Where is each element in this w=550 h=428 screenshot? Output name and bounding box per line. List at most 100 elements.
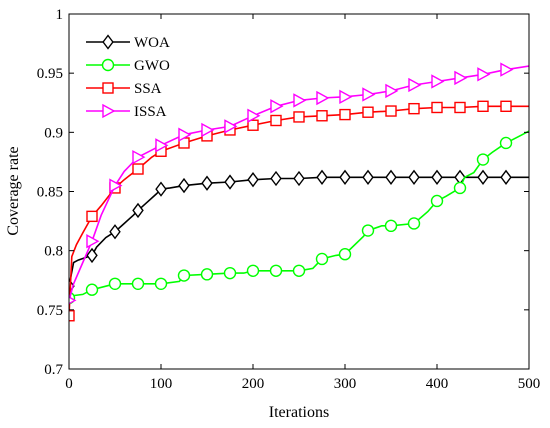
data-point-gwo xyxy=(108,277,122,290)
legend-label: GWO xyxy=(134,58,170,74)
y-tick-label: 0.85 xyxy=(37,185,63,201)
data-point-gwo xyxy=(384,219,398,233)
data-point-ssa xyxy=(316,110,328,122)
legend-label: SSA xyxy=(134,81,162,97)
data-point-woa xyxy=(293,170,305,187)
x-tick-label: 400 xyxy=(426,376,449,392)
data-point-woa xyxy=(247,172,259,188)
y-tick-label: 0.95 xyxy=(37,66,63,82)
data-point-issa xyxy=(385,83,399,99)
data-point-woa xyxy=(109,224,121,240)
data-point-gwo xyxy=(223,266,237,280)
data-point-issa xyxy=(86,234,100,249)
data-point-issa xyxy=(293,93,307,108)
legend-marker-woa xyxy=(102,34,114,50)
data-point-woa xyxy=(86,247,98,264)
legend-marker-ssa xyxy=(102,82,114,94)
x-tick-label: 300 xyxy=(334,376,357,392)
data-point-ssa xyxy=(339,108,351,121)
data-point-ssa xyxy=(477,100,489,113)
data-point-ssa xyxy=(385,105,397,117)
data-point-gwo xyxy=(292,264,306,277)
x-tick-label: 0 xyxy=(65,376,73,392)
data-point-ssa xyxy=(500,100,512,113)
y-tick-label: 0.8 xyxy=(44,244,63,260)
data-point-ssa xyxy=(247,119,259,131)
data-point-issa xyxy=(270,99,284,114)
data-point-woa xyxy=(132,202,144,219)
data-point-issa xyxy=(362,87,376,102)
data-point-ssa xyxy=(69,310,75,322)
data-point-woa xyxy=(316,169,328,185)
legend-marker-gwo xyxy=(101,58,115,72)
data-point-woa xyxy=(270,170,282,187)
data-point-gwo xyxy=(453,181,467,195)
data-point-woa xyxy=(224,174,236,190)
series-woa xyxy=(69,169,529,294)
x-axis-label: Iterations xyxy=(269,404,329,421)
data-point-issa xyxy=(477,67,491,82)
legend: WOA GWO SSA ISSA xyxy=(86,34,170,120)
x-tick-label: 500 xyxy=(518,376,541,392)
x-tick-label: 100 xyxy=(150,376,173,392)
data-point-gwo xyxy=(361,224,375,237)
data-point-gwo xyxy=(85,283,99,296)
legend-label: WOA xyxy=(134,35,170,51)
y-axis-label: Coverage rate xyxy=(5,146,22,235)
data-point-gwo xyxy=(499,136,513,150)
data-point-issa xyxy=(178,127,192,142)
data-point-gwo xyxy=(338,248,352,261)
data-point-ssa xyxy=(270,114,282,127)
series-issa xyxy=(69,62,529,305)
data-point-ssa xyxy=(293,111,305,123)
data-point-woa xyxy=(500,169,512,185)
data-point-woa xyxy=(362,169,374,185)
data-point-gwo xyxy=(177,269,191,282)
data-point-issa xyxy=(339,89,353,105)
data-point-woa xyxy=(385,169,397,185)
data-point-issa xyxy=(224,119,238,134)
legend-item-woa: WOA xyxy=(86,34,170,51)
data-point-gwo xyxy=(315,252,329,266)
data-point-gwo xyxy=(154,277,168,290)
legend-label: ISSA xyxy=(134,104,167,120)
data-point-woa xyxy=(408,169,420,185)
data-point-woa xyxy=(201,175,213,191)
data-point-ssa xyxy=(86,210,98,223)
data-point-woa xyxy=(178,177,190,194)
y-tick-label: 0.9 xyxy=(44,125,63,141)
y-tick-label: 1 xyxy=(56,7,64,23)
data-point-gwo xyxy=(430,194,444,208)
data-point-woa xyxy=(155,181,167,197)
data-point-gwo xyxy=(269,264,283,277)
data-point-ssa xyxy=(408,102,420,115)
data-point-issa xyxy=(316,90,330,106)
data-point-issa xyxy=(109,178,123,193)
data-point-woa xyxy=(339,169,351,185)
data-point-issa xyxy=(132,150,146,165)
data-point-issa xyxy=(500,62,514,77)
data-point-ssa xyxy=(454,101,466,114)
legend-item-issa: ISSA xyxy=(86,103,167,120)
legend-item-ssa: SSA xyxy=(86,81,162,97)
data-point-ssa xyxy=(132,163,144,175)
data-point-issa xyxy=(201,122,215,138)
data-point-gwo xyxy=(476,153,490,166)
y-tick-label: 0.75 xyxy=(37,303,63,319)
plot-area xyxy=(69,14,529,369)
series-gwo xyxy=(69,130,529,305)
data-point-ssa xyxy=(362,106,374,118)
legend-marker-issa xyxy=(102,103,116,119)
data-point-issa xyxy=(454,70,468,86)
legend-item-gwo: GWO xyxy=(86,58,170,74)
data-point-issa xyxy=(408,77,422,93)
data-point-issa xyxy=(155,138,169,153)
data-point-gwo xyxy=(200,268,214,281)
data-point-woa xyxy=(477,169,489,185)
y-tick-label: 0.7 xyxy=(44,362,63,378)
data-point-gwo xyxy=(246,264,260,277)
data-point-issa xyxy=(431,74,445,89)
data-point-ssa xyxy=(431,101,443,114)
data-point-gwo xyxy=(407,217,421,230)
